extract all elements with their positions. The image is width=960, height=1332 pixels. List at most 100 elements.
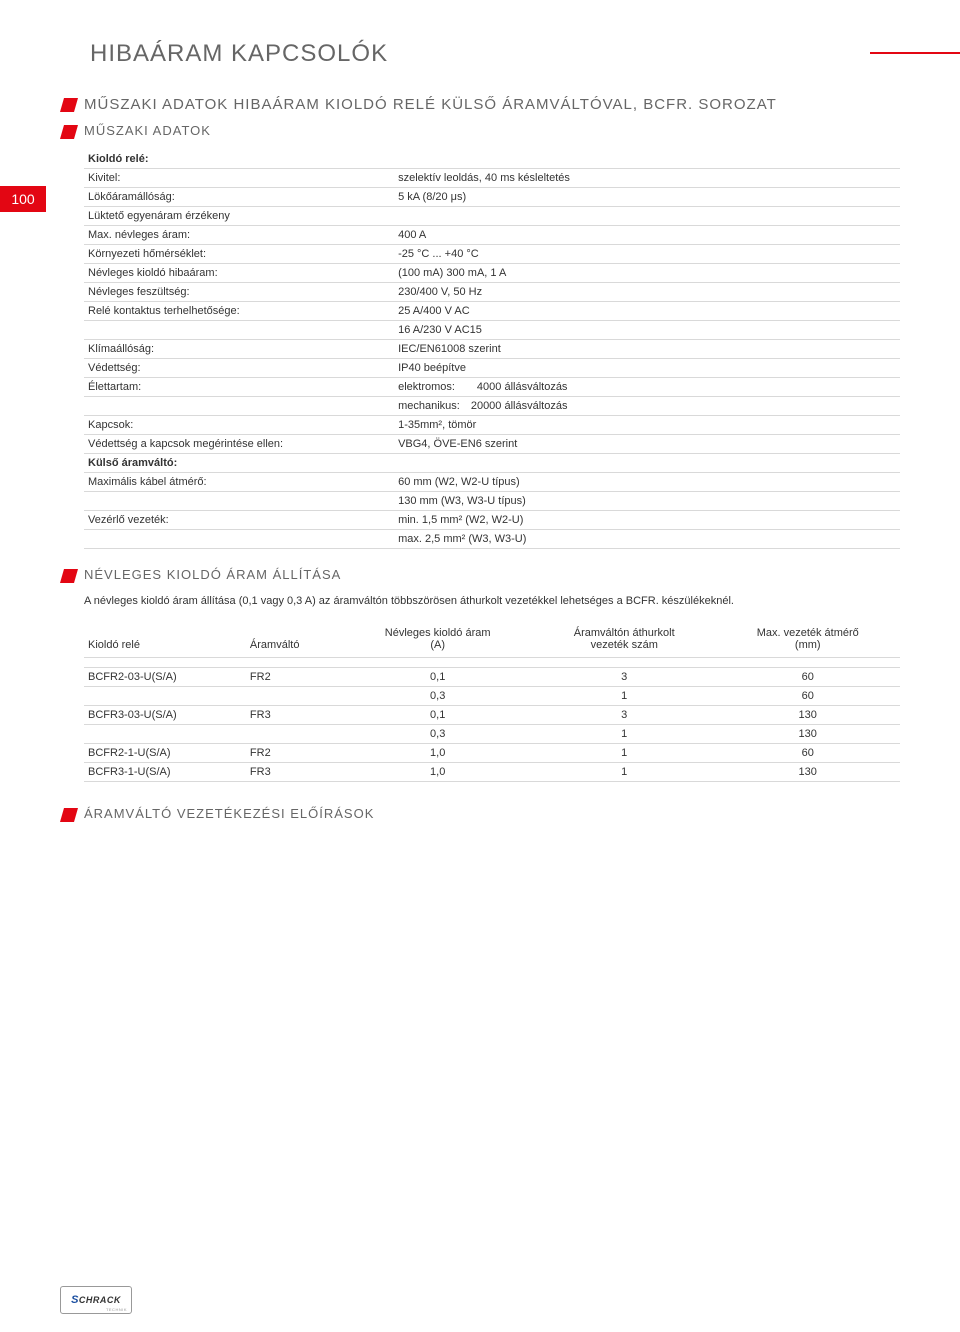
rated-row: BCFR3-1-U(S/A)FR31,01130: [84, 763, 900, 782]
spec-key: [84, 492, 394, 511]
rated-cell: 130: [715, 706, 900, 725]
spec-key: Vezérlő vezeték:: [84, 511, 394, 530]
rated-cell: 60: [715, 687, 900, 706]
rated-cell: 0,3: [342, 725, 533, 744]
section-3-body: A névleges kioldó áram állítása (0,1 vag…: [84, 594, 900, 609]
spec-row: Relé kontaktus terhelhetősége:25 A/400 V…: [84, 302, 900, 321]
spec-row: max. 2,5 mm² (W3, W3-U): [84, 530, 900, 549]
spec-row: mechanikus: 20000 állásváltozás: [84, 397, 900, 416]
spec-key: Környezeti hőmérséklet:: [84, 245, 394, 264]
rated-cell: 0,1: [342, 668, 533, 687]
rated-cell: BCFR3-1-U(S/A): [84, 763, 246, 782]
spec-key: [84, 321, 394, 340]
rated-cell: [246, 687, 342, 706]
spec-key: Kivitel:: [84, 169, 394, 188]
spec-table: Kioldó relé:Kivitel:szelektív leoldás, 4…: [84, 150, 900, 549]
rated-col-header: Max. vezeték átmérő(mm): [715, 621, 900, 658]
spec-row: Névleges feszültség:230/400 V, 50 Hz: [84, 283, 900, 302]
section-3-header: NÉVLEGES KIOLDÓ ÁRAM ÁLLÍTÁSA: [60, 567, 900, 588]
rated-cell: 3: [533, 668, 715, 687]
spec-key: Lüktető egyenáram érzékeny: [84, 207, 394, 226]
spec-key: Klímaállóság:: [84, 340, 394, 359]
section-3-heading: NÉVLEGES KIOLDÓ ÁRAM ÁLLÍTÁSA: [84, 567, 341, 582]
spec-key: Kapcsok:: [84, 416, 394, 435]
spec-value: 1-35mm², tömör: [394, 416, 900, 435]
section-2-heading: MŰSZAKI ADATOK: [84, 123, 211, 138]
spec-key: Relé kontaktus terhelhetősége:: [84, 302, 394, 321]
rated-cell: FR3: [246, 763, 342, 782]
rated-col-header: Áramváltón áthurkoltvezeték szám: [533, 621, 715, 658]
spec-value: 130 mm (W3, W3-U típus): [394, 492, 900, 511]
spec-table-wrap: Kioldó relé:Kivitel:szelektív leoldás, 4…: [84, 150, 900, 549]
spec-value: 5 kA (8/20 μs): [394, 188, 900, 207]
spec-row: Élettartam:elektromos: 4000 állásváltozá…: [84, 378, 900, 397]
spec-value: VBG4, ÖVE-EN6 szerint: [394, 435, 900, 454]
spec-value: szelektív leoldás, 40 ms késleltetés: [394, 169, 900, 188]
parallelogram-icon: [60, 808, 78, 822]
rated-row: BCFR3-03-U(S/A)FR30,13130: [84, 706, 900, 725]
spec-group-header: Külső áramváltó:: [84, 454, 900, 473]
spec-key: Védettség:: [84, 359, 394, 378]
rated-col-header: Áramváltó: [246, 621, 342, 658]
spec-row: Névleges kioldó hibaáram:(100 mA) 300 mA…: [84, 264, 900, 283]
logo-subtext: TECHNIK: [106, 1307, 127, 1312]
spec-key: Védettség a kapcsok megérintése ellen:: [84, 435, 394, 454]
spec-key: Élettartam:: [84, 378, 394, 397]
rated-row: BCFR2-03-U(S/A)FR20,1360: [84, 668, 900, 687]
spec-key: Névleges feszültség:: [84, 283, 394, 302]
spec-value: 400 A: [394, 226, 900, 245]
parallelogram-icon: [60, 125, 78, 139]
rated-row: BCFR2-1-U(S/A)FR21,0160: [84, 744, 900, 763]
rated-current-table: Kioldó reléÁramváltóNévleges kioldó áram…: [84, 621, 900, 782]
brand-logo: SCHRACK TECHNIK: [60, 1286, 132, 1314]
logo-brand: CHRACK: [79, 1295, 121, 1305]
spec-key: [84, 397, 394, 416]
rated-cell: 60: [715, 668, 900, 687]
spec-value: 60 mm (W2, W2-U típus): [394, 473, 900, 492]
logo-prefix: S: [71, 1294, 79, 1306]
spec-row: Védettség:IP40 beépítve: [84, 359, 900, 378]
page-number: 100: [11, 191, 34, 207]
spec-row: Maximális kábel átmérő:60 mm (W2, W2-U t…: [84, 473, 900, 492]
spec-row: Védettség a kapcsok megérintése ellen:VB…: [84, 435, 900, 454]
section-1-header: MŰSZAKI ADATOK HIBAÁRAM KIOLDÓ RELÉ KÜLS…: [60, 96, 900, 113]
page-title: HIBAÁRAM KAPCSOLÓK: [90, 40, 900, 68]
logo-frame: SCHRACK TECHNIK: [60, 1286, 132, 1314]
rated-cell: 3: [533, 706, 715, 725]
spec-row: Max. névleges áram:400 A: [84, 226, 900, 245]
rated-cell: 1: [533, 687, 715, 706]
spec-row: Kapcsok:1-35mm², tömör: [84, 416, 900, 435]
spec-group-header: Kioldó relé:: [84, 150, 900, 169]
spec-value: min. 1,5 mm² (W2, W2-U): [394, 511, 900, 530]
rated-cell: [246, 725, 342, 744]
rated-col-header: Névleges kioldó áram(A): [342, 621, 533, 658]
parallelogram-icon: [60, 569, 78, 583]
rated-row: 0,31130: [84, 725, 900, 744]
rated-cell: 60: [715, 744, 900, 763]
spec-value: IEC/EN61008 szerint: [394, 340, 900, 359]
rated-cell: [84, 725, 246, 744]
spec-value: -25 °C ... +40 °C: [394, 245, 900, 264]
rated-cell: 130: [715, 763, 900, 782]
rated-cell: BCFR2-1-U(S/A): [84, 744, 246, 763]
rated-row: 0,3160: [84, 687, 900, 706]
rated-cell: [84, 687, 246, 706]
spec-value: mechanikus: 20000 állásváltozás: [394, 397, 900, 416]
rated-cell: 1: [533, 744, 715, 763]
spec-key: Névleges kioldó hibaáram:: [84, 264, 394, 283]
spec-row: Környezeti hőmérséklet:-25 °C ... +40 °C: [84, 245, 900, 264]
rated-cell: FR2: [246, 668, 342, 687]
spec-row: Klímaállóság:IEC/EN61008 szerint: [84, 340, 900, 359]
spec-row: 16 A/230 V AC15: [84, 321, 900, 340]
rated-cell: 1,0: [342, 744, 533, 763]
parallelogram-icon: [60, 98, 78, 112]
rated-cell: 0,1: [342, 706, 533, 725]
spec-value: IP40 beépítve: [394, 359, 900, 378]
spec-value: [394, 207, 900, 226]
spec-key: Lökőáramállóság:: [84, 188, 394, 207]
page-body: HIBAÁRAM KAPCSOLÓK MŰSZAKI ADATOK HIBAÁR…: [0, 0, 960, 827]
rated-cell: 130: [715, 725, 900, 744]
spec-value: 230/400 V, 50 Hz: [394, 283, 900, 302]
rated-cell: FR3: [246, 706, 342, 725]
spec-value: elektromos: 4000 állásváltozás: [394, 378, 900, 397]
